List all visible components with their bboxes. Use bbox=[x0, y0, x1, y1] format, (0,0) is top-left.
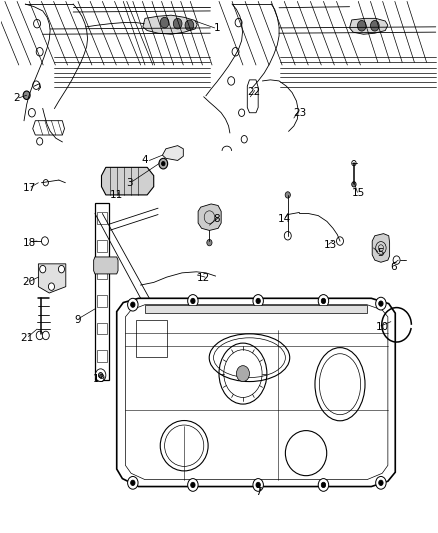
Text: 11: 11 bbox=[110, 190, 124, 200]
Circle shape bbox=[285, 192, 290, 198]
Circle shape bbox=[318, 295, 328, 308]
Circle shape bbox=[321, 482, 325, 488]
Text: 19: 19 bbox=[93, 374, 106, 384]
Circle shape bbox=[191, 482, 195, 488]
Polygon shape bbox=[372, 233, 390, 262]
Circle shape bbox=[371, 20, 379, 31]
Circle shape bbox=[40, 265, 46, 273]
Text: 9: 9 bbox=[74, 314, 81, 325]
Circle shape bbox=[58, 265, 64, 273]
Text: 14: 14 bbox=[278, 214, 291, 224]
Circle shape bbox=[187, 295, 198, 308]
Polygon shape bbox=[198, 204, 221, 230]
Text: 3: 3 bbox=[127, 177, 133, 188]
Text: 15: 15 bbox=[352, 188, 365, 198]
Circle shape bbox=[357, 20, 366, 31]
Text: 17: 17 bbox=[23, 183, 36, 193]
Circle shape bbox=[379, 480, 383, 486]
Circle shape bbox=[36, 47, 43, 56]
Text: 21: 21 bbox=[20, 333, 33, 343]
Text: 20: 20 bbox=[22, 277, 35, 287]
Circle shape bbox=[28, 109, 35, 117]
Circle shape bbox=[159, 158, 168, 169]
Text: 2: 2 bbox=[13, 93, 20, 103]
Circle shape bbox=[131, 480, 135, 486]
Text: 1: 1 bbox=[213, 23, 220, 33]
Circle shape bbox=[160, 17, 169, 28]
Circle shape bbox=[232, 47, 239, 56]
Circle shape bbox=[284, 231, 291, 240]
Circle shape bbox=[239, 109, 245, 116]
Circle shape bbox=[336, 237, 343, 245]
Circle shape bbox=[253, 479, 263, 491]
Circle shape bbox=[235, 18, 242, 27]
Circle shape bbox=[42, 331, 49, 340]
Circle shape bbox=[162, 161, 165, 166]
Circle shape bbox=[321, 298, 325, 304]
Text: 23: 23 bbox=[293, 108, 306, 118]
Circle shape bbox=[36, 331, 43, 340]
Circle shape bbox=[376, 477, 386, 489]
Circle shape bbox=[99, 373, 103, 378]
Polygon shape bbox=[162, 146, 184, 160]
Polygon shape bbox=[145, 305, 367, 313]
Circle shape bbox=[43, 180, 48, 186]
Circle shape bbox=[23, 91, 30, 100]
Circle shape bbox=[33, 81, 40, 90]
Text: 4: 4 bbox=[142, 156, 148, 165]
Circle shape bbox=[207, 239, 212, 246]
Circle shape bbox=[318, 479, 328, 491]
Polygon shape bbox=[39, 264, 66, 293]
Text: 8: 8 bbox=[213, 214, 220, 224]
Circle shape bbox=[48, 283, 54, 290]
Polygon shape bbox=[143, 15, 197, 34]
Circle shape bbox=[42, 237, 48, 245]
Circle shape bbox=[34, 19, 41, 28]
Text: 7: 7 bbox=[255, 487, 261, 497]
Text: 5: 5 bbox=[377, 248, 383, 259]
Circle shape bbox=[253, 295, 263, 308]
Polygon shape bbox=[94, 257, 118, 274]
Circle shape bbox=[241, 135, 247, 143]
Text: 13: 13 bbox=[323, 240, 337, 251]
Circle shape bbox=[256, 298, 260, 304]
Text: 10: 10 bbox=[376, 322, 389, 333]
Text: 22: 22 bbox=[247, 86, 261, 96]
Circle shape bbox=[256, 482, 260, 488]
Circle shape bbox=[95, 369, 106, 382]
Circle shape bbox=[393, 256, 400, 264]
Circle shape bbox=[37, 138, 43, 145]
Polygon shape bbox=[350, 18, 388, 34]
Polygon shape bbox=[102, 167, 154, 195]
Circle shape bbox=[228, 77, 235, 85]
Circle shape bbox=[127, 477, 138, 489]
Circle shape bbox=[379, 301, 383, 306]
Circle shape bbox=[352, 182, 356, 187]
Ellipse shape bbox=[237, 366, 250, 382]
Circle shape bbox=[191, 298, 195, 304]
Circle shape bbox=[352, 160, 356, 166]
Circle shape bbox=[131, 302, 135, 308]
Circle shape bbox=[185, 20, 194, 30]
Circle shape bbox=[127, 298, 138, 311]
Text: 6: 6 bbox=[390, 262, 396, 271]
Circle shape bbox=[187, 479, 198, 491]
Circle shape bbox=[173, 18, 182, 29]
Text: 12: 12 bbox=[197, 273, 210, 283]
Text: 18: 18 bbox=[23, 238, 36, 248]
Circle shape bbox=[376, 297, 386, 310]
